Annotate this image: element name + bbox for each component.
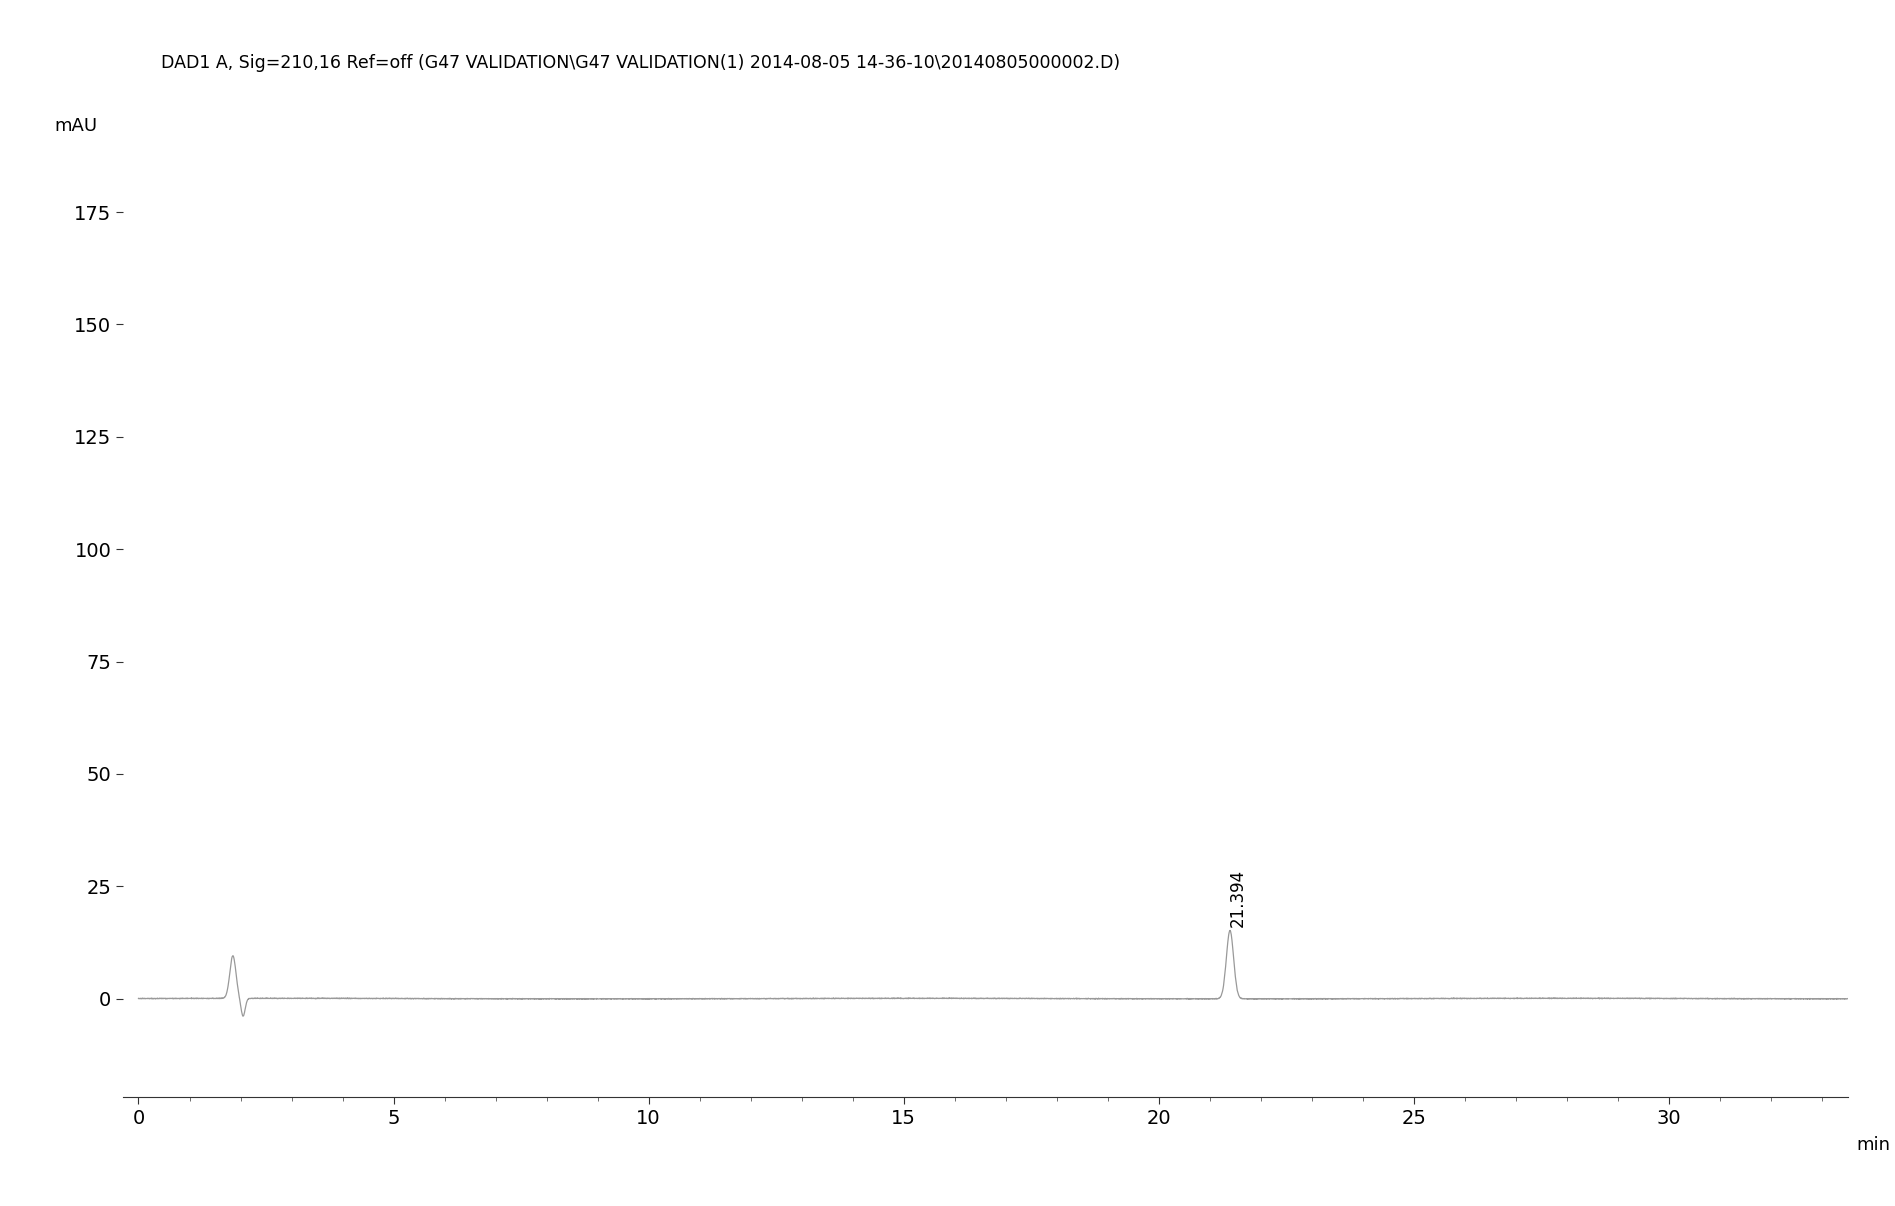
Text: DAD1 A, Sig=210,16 Ref=off (G47 VALIDATION\G47 VALIDATION(1) 2014-08-05 14-36-10: DAD1 A, Sig=210,16 Ref=off (G47 VALIDATI… (161, 54, 1120, 72)
Text: min: min (1857, 1136, 1889, 1154)
Text: 21.394: 21.394 (1228, 868, 1247, 926)
Text: mAU: mAU (55, 117, 97, 135)
